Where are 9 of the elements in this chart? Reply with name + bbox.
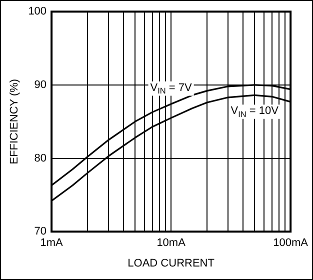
x-tick-label: 100mA — [273, 237, 309, 250]
y-tick-label: 100 — [28, 6, 47, 18]
y-axis-title: EFFICIENCY (%) — [8, 78, 21, 164]
x-axis-title: LOAD CURRENT — [128, 257, 215, 270]
y-tick-label: 80 — [34, 152, 47, 164]
x-tick-label: 10mA — [156, 237, 186, 250]
y-tick-label: 90 — [34, 78, 47, 91]
y-tick-label: 70 — [34, 226, 47, 238]
x-tick-label: 1mA — [40, 237, 64, 250]
